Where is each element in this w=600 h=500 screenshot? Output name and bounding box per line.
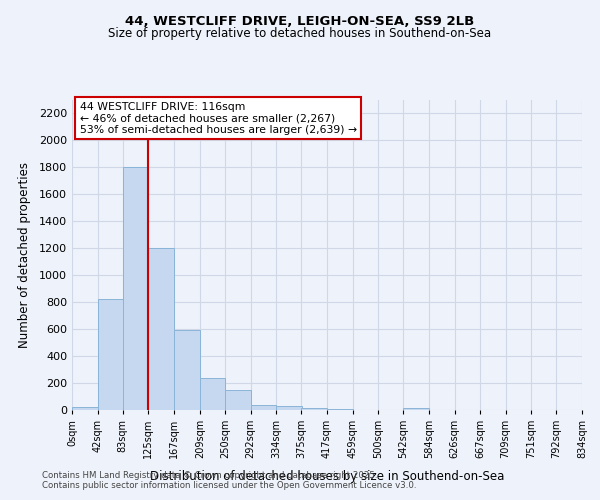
Text: 44, WESTCLIFF DRIVE, LEIGH-ON-SEA, SS9 2LB: 44, WESTCLIFF DRIVE, LEIGH-ON-SEA, SS9 2…: [125, 15, 475, 28]
Text: Size of property relative to detached houses in Southend-on-Sea: Size of property relative to detached ho…: [109, 28, 491, 40]
X-axis label: Distribution of detached houses by size in Southend-on-Sea: Distribution of detached houses by size …: [150, 470, 504, 482]
Bar: [98, 300, 124, 410]
Bar: [174, 330, 200, 410]
Y-axis label: Number of detached properties: Number of detached properties: [17, 162, 31, 348]
Bar: [301, 408, 327, 410]
Bar: [200, 378, 226, 410]
Bar: [403, 408, 429, 410]
Bar: [276, 406, 302, 410]
Text: Contains public sector information licensed under the Open Government Licence v3: Contains public sector information licen…: [42, 481, 416, 490]
Bar: [225, 390, 251, 410]
Text: 44 WESTCLIFF DRIVE: 116sqm
← 46% of detached houses are smaller (2,267)
53% of s: 44 WESTCLIFF DRIVE: 116sqm ← 46% of deta…: [80, 102, 357, 134]
Bar: [251, 405, 276, 410]
Bar: [123, 168, 148, 410]
Bar: [148, 248, 174, 410]
Bar: [72, 408, 98, 410]
Text: Contains HM Land Registry data © Crown copyright and database right 2025.: Contains HM Land Registry data © Crown c…: [42, 471, 377, 480]
